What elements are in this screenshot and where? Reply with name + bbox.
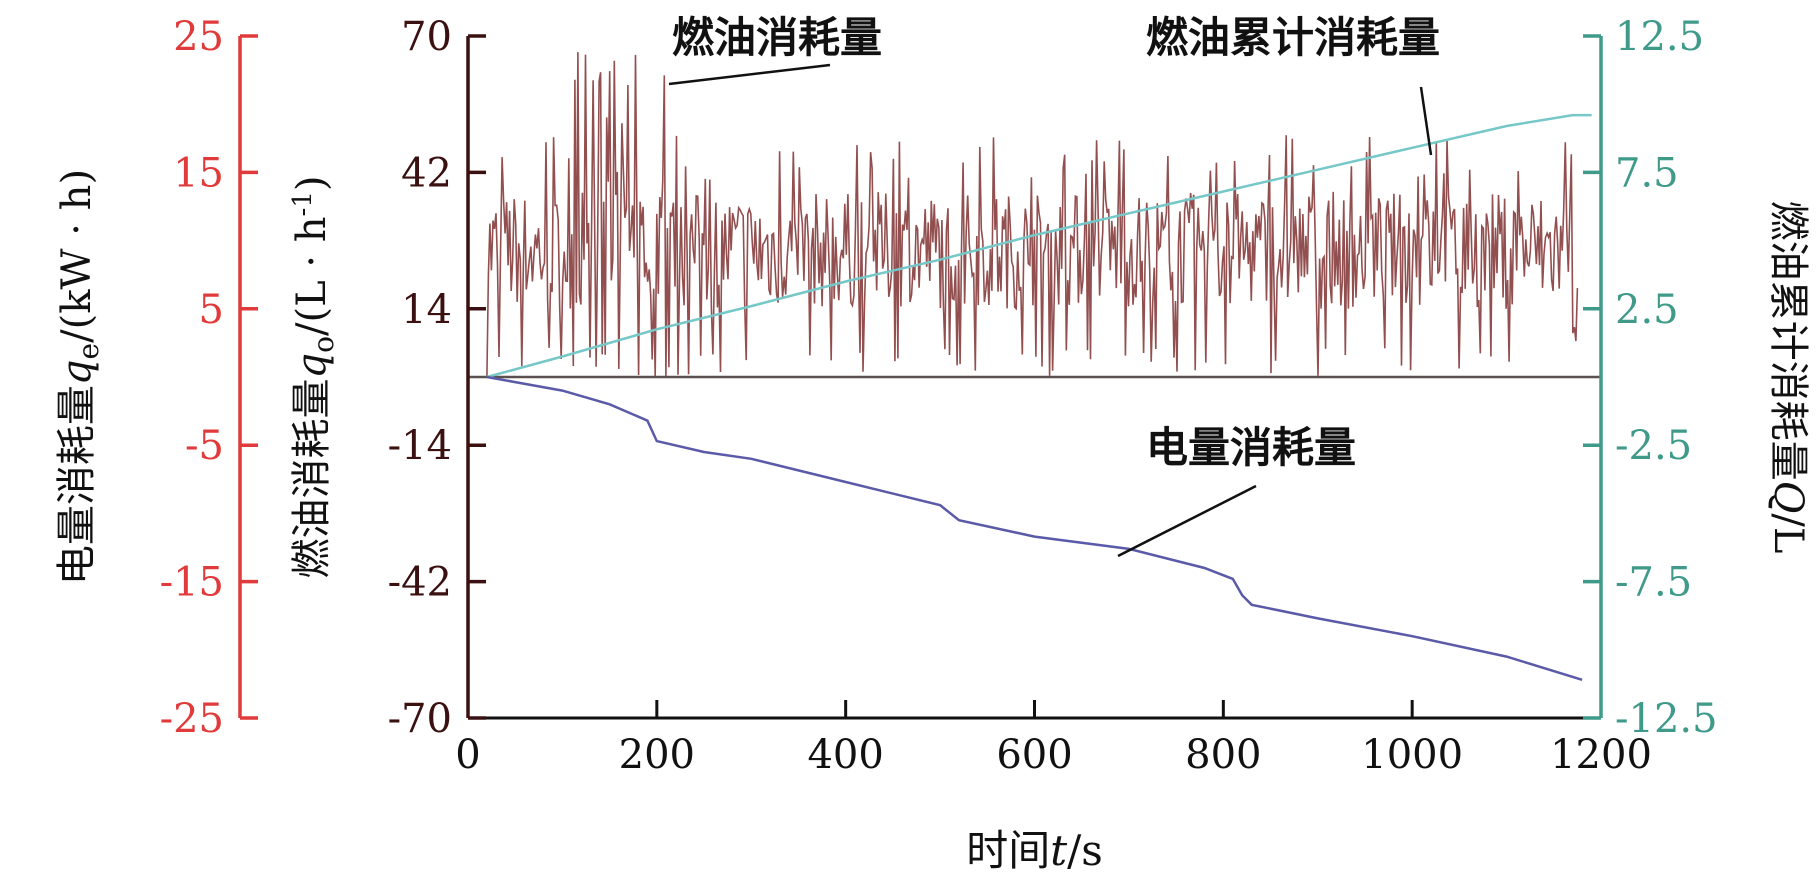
y-axis-fuel-tick-label: 42 bbox=[401, 150, 452, 196]
y-axis-cumulative-tick-label: 12.5 bbox=[1615, 14, 1704, 60]
y-axis-electric-label: 电量消耗量qe/(kW · h) bbox=[54, 169, 105, 585]
y-axis-fuel-tick-label: -14 bbox=[388, 423, 452, 469]
series-cumulative-line bbox=[486, 113, 1592, 379]
y-axis-cumulative-tick-label: -7.5 bbox=[1615, 560, 1692, 606]
y-axis-fuel-tick-label: 14 bbox=[401, 287, 452, 333]
y-axis-fuel-tick-label: 70 bbox=[401, 14, 452, 60]
y-axis-cumulative-tick-label: -2.5 bbox=[1615, 423, 1692, 469]
axes: 0 200 400 600 800 1000 1200 25 15 5 -5 -15 -25 70 42 14… bbox=[160, 14, 1718, 778]
x-tick-label: 1200 bbox=[1550, 732, 1652, 778]
y-axis-electric-tick-label: 5 bbox=[199, 287, 224, 333]
x-tick-label: 600 bbox=[996, 732, 1072, 778]
y-axis-electric-tick-label: -25 bbox=[160, 696, 224, 742]
x-tick-label: 400 bbox=[807, 732, 883, 778]
y-axis-cumulative-tick-label: 2.5 bbox=[1615, 287, 1679, 333]
y-axis-electric-tick-label: -15 bbox=[160, 560, 224, 606]
y-axis-fuel-label: 燃油消耗量qo/(L · h-1) bbox=[288, 176, 340, 579]
y-axis-cumulative-tick-label: 7.5 bbox=[1615, 150, 1679, 196]
x-tick-label: 200 bbox=[619, 732, 695, 778]
annotation-electric: 电量消耗量 bbox=[1146, 423, 1356, 472]
y-axis-electric-tick-label: 25 bbox=[173, 14, 224, 60]
annotation-cumulative-leader bbox=[1419, 86, 1433, 156]
x-tick-label: 0 bbox=[455, 732, 480, 778]
axis-labels: 时间t/s 电量消耗量qe/(kW · h) 燃油消耗量qo/(L · h-1) 燃油… bbox=[54, 169, 1811, 875]
series-fuel-line bbox=[486, 52, 1579, 378]
annotation-cumulative: 燃油累计消耗量 bbox=[1146, 13, 1440, 62]
y-axis-cumulative-tick-label: -12.5 bbox=[1615, 696, 1718, 742]
x-tick-label: 1000 bbox=[1361, 732, 1463, 778]
y-axis-fuel-tick-label: -42 bbox=[388, 560, 452, 606]
annotation-fuel: 燃油消耗量 bbox=[672, 13, 882, 62]
series-electric-line bbox=[486, 375, 1583, 681]
y-axis-electric-tick-label: -5 bbox=[185, 423, 224, 469]
y-axis-electric-tick-label: 15 bbox=[173, 150, 224, 196]
annotation-electric-leader bbox=[1117, 484, 1257, 558]
y-axis-fuel-tick-label: -70 bbox=[388, 696, 452, 742]
x-axis-label: 时间t/s bbox=[966, 826, 1103, 875]
x-tick-label: 800 bbox=[1185, 732, 1261, 778]
annotation-fuel-leader bbox=[668, 63, 831, 86]
plot-area bbox=[468, 52, 1601, 681]
y-axis-cumulative-label: 燃油累计消耗量Q/L bbox=[1765, 201, 1811, 554]
